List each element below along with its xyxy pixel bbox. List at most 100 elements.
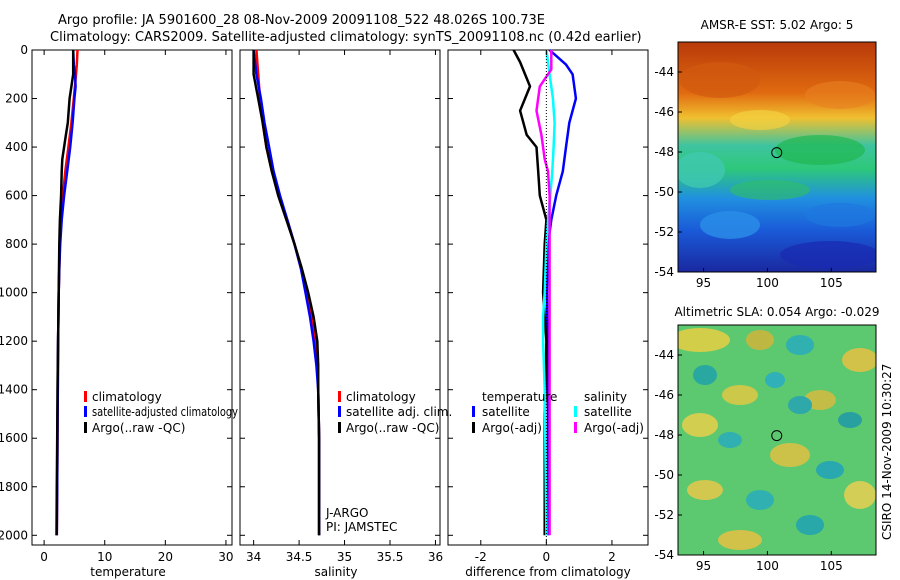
legend-label: satellite adj. clim. xyxy=(346,405,452,419)
legend-label: Argo(..raw -QC) xyxy=(92,421,185,435)
depth-tick-label: 800 xyxy=(5,237,28,251)
sla-high-patch xyxy=(844,481,876,509)
legend-swatch-magenta xyxy=(574,422,577,433)
sla-high-patch xyxy=(746,330,774,350)
depth-tick-label: 600 xyxy=(5,189,28,203)
sst-blue-patch xyxy=(805,203,875,227)
sla-ytick-label: -44 xyxy=(654,348,674,362)
depth-tick-label: 1200 xyxy=(0,334,28,348)
sst-ytick-label: -52 xyxy=(654,225,674,239)
depth-tick-label: 1400 xyxy=(0,383,28,397)
sal-xtick-label: 34.5 xyxy=(286,550,313,564)
sst-deep-patch xyxy=(780,241,876,269)
sla-high-patch xyxy=(722,385,758,405)
sla-low-patch xyxy=(838,412,862,428)
legend-swatch-red xyxy=(84,391,87,402)
sal-xtick-label: 34 xyxy=(246,550,261,564)
legend-swatch-blue xyxy=(84,406,87,417)
legend-label: Argo(-adj) xyxy=(482,421,542,435)
sst-ytick-label: -48 xyxy=(654,145,674,159)
salinity-axes xyxy=(239,49,441,546)
sst-green-patch xyxy=(775,135,865,165)
title-line-1: Argo profile: JA 5901600_28 08-Nov-2009 … xyxy=(58,13,545,28)
legend-label: satellite-adjusted climatology xyxy=(92,405,238,419)
diff-xtick-label: 2 xyxy=(608,550,616,564)
diff-series-line-black xyxy=(512,49,548,536)
sst-blue-patch xyxy=(700,211,760,239)
sla-high-patch xyxy=(682,413,718,437)
axis-ticks: 0 10 20 30 34 34.5 35 35.5 36 -2 0 2 xyxy=(32,49,648,564)
salinity-xlabel: salinity xyxy=(314,565,357,579)
sst-heatmap xyxy=(678,42,876,272)
depth-tick-label: 400 xyxy=(5,140,28,154)
depth-tick-labels: 0 200 400 600 800 1000 1200 1400 1600 1800 2000 xyxy=(0,43,28,542)
sla-low-patch xyxy=(788,396,812,414)
sal-xtick-label: 35 xyxy=(337,550,352,564)
sal-xtick-label: 36 xyxy=(428,550,443,564)
depth-tick-label: 2000 xyxy=(0,528,28,542)
sla-low-patch xyxy=(718,432,742,448)
sst-ytick-label: -44 xyxy=(654,65,674,79)
legend-swatch-cyan xyxy=(574,406,577,417)
sal-xtick-label: 35.5 xyxy=(377,550,404,564)
sla-axis-ticks: 95 100 105 -44 -46 -48 -50 -52 -54 xyxy=(654,348,842,573)
salinity-series xyxy=(252,49,321,536)
legend-label: climatology xyxy=(92,390,162,404)
sla-high-patch xyxy=(718,530,762,550)
sst-xtick-label: 95 xyxy=(696,276,711,290)
legend-heading: salinity xyxy=(584,390,627,404)
sal-series-line-black xyxy=(252,50,321,536)
sst-axis-ticks: 95 100 105 -44 -46 -48 -50 -52 -54 xyxy=(654,65,842,290)
sst-warm-patch xyxy=(680,62,760,98)
sla-xtick-label: 95 xyxy=(696,559,711,573)
legend-label: climatology xyxy=(346,390,416,404)
sst-warm-patch xyxy=(805,81,875,109)
sla-ytick-label: -50 xyxy=(654,468,674,482)
salinity-legend: climatology satellite adj. clim. Argo(..… xyxy=(325,390,452,534)
sla-high-patch xyxy=(687,480,723,500)
sla-xtick-label: 100 xyxy=(756,559,779,573)
diff-series-line-magenta xyxy=(535,50,553,536)
sla-xtick-label: 105 xyxy=(820,559,843,573)
legend-heading: temperature xyxy=(482,390,557,404)
legend-swatch-red xyxy=(338,391,341,402)
legend-swatch-blue xyxy=(472,406,475,417)
temp-xtick-label: 30 xyxy=(218,550,233,564)
float-program-annotation: J-ARGO xyxy=(325,506,368,520)
temperature-axes xyxy=(31,49,233,546)
legend-label: Argo(-adj) xyxy=(584,421,644,435)
legend-label: satellite xyxy=(482,405,530,419)
sst-axes xyxy=(677,41,877,273)
sla-high-patch xyxy=(842,348,876,372)
sst-yellow-patch xyxy=(730,110,790,130)
depth-tick-label: 0 xyxy=(20,43,28,57)
sla-low-patch xyxy=(765,372,785,388)
sla-ytick-label: -54 xyxy=(654,548,674,562)
sst-teal-patch xyxy=(678,152,725,188)
sal-series-line-red xyxy=(255,49,321,536)
sla-low-patch xyxy=(693,365,717,385)
depth-tick-label: 200 xyxy=(5,92,28,106)
sla-high-patch xyxy=(770,443,810,467)
sst-map-title: AMSR-E SST: 5.02 Argo: 5 xyxy=(701,18,854,32)
diff-xtick-label: -2 xyxy=(475,550,487,564)
temp-series-line-black xyxy=(55,50,75,536)
sst-ytick-label: -46 xyxy=(654,105,674,119)
temp-xtick-label: 10 xyxy=(97,550,112,564)
sla-low-patch xyxy=(796,515,824,535)
difference-axes xyxy=(447,49,649,546)
temp-xtick-label: 0 xyxy=(40,550,48,564)
legend-label: satellite xyxy=(584,405,632,419)
difference-xlabel: difference from climatology xyxy=(465,565,631,579)
temp-xtick-label: 20 xyxy=(158,550,173,564)
diff-xtick-label: 0 xyxy=(543,550,551,564)
side-stamp: CSIRO 14-Nov-2009 10:30:27 xyxy=(880,364,894,540)
legend-label: Argo(..raw -QC) xyxy=(346,421,439,435)
difference-legend: temperature satellite Argo(-adj) salinit… xyxy=(472,390,644,435)
difference-series xyxy=(512,49,578,536)
sla-low-patch xyxy=(816,461,844,479)
sst-xtick-label: 105 xyxy=(820,276,843,290)
sla-low-patch xyxy=(786,335,814,355)
principal-investigator-annotation: PI: JAMSTEC xyxy=(326,520,397,534)
legend-swatch-black xyxy=(338,422,341,433)
